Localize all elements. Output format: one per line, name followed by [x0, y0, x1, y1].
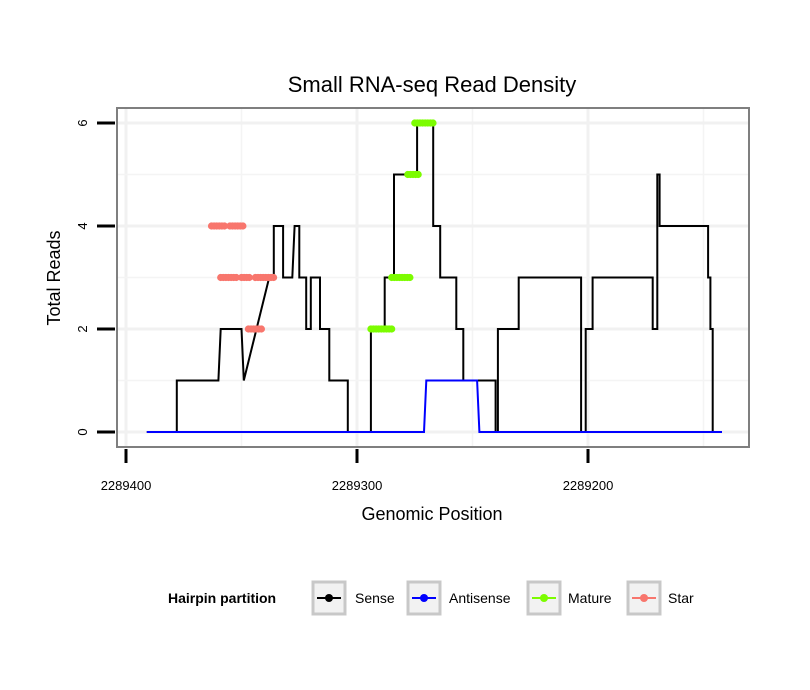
- legend-key-point: [540, 594, 548, 602]
- sense-series-line: [146, 122, 722, 433]
- x-tick-label: 2289200: [563, 478, 614, 493]
- mature-point: [414, 170, 422, 179]
- star-point: [232, 273, 240, 282]
- x-tick-label: 2289400: [101, 478, 152, 493]
- antisense-series-line: [146, 379, 722, 433]
- plot-panel-border: [116, 107, 750, 448]
- star-point: [220, 222, 229, 230]
- legend-label: Antisense: [449, 590, 511, 606]
- legend-item-star: Star: [626, 580, 694, 616]
- legend-label: Mature: [568, 590, 612, 606]
- x-tick-label: 2289300: [332, 478, 383, 493]
- legend-item-antisense: Antisense: [406, 580, 511, 616]
- y-tick-label: 2: [75, 325, 90, 332]
- y-axis-title: Total Reads: [44, 230, 64, 325]
- star-point: [239, 222, 247, 230]
- axis-layer: 2289400 2289300 2289200 0 2 4 6: [75, 119, 613, 493]
- legend-label: Star: [668, 590, 694, 606]
- legend-key-point: [640, 594, 648, 602]
- star-point: [245, 273, 253, 282]
- legend-item-sense: Sense: [311, 580, 395, 616]
- y-tick-label: 6: [75, 119, 90, 126]
- star-point: [270, 273, 278, 282]
- y-tick-label: 4: [75, 222, 90, 229]
- legend-label: Sense: [355, 590, 395, 606]
- legend: Hairpin partition Sense Antisense Mature St…: [168, 580, 694, 616]
- y-tick-label: 0: [75, 428, 90, 435]
- legend-key-point: [420, 594, 428, 602]
- legend-title: Hairpin partition: [168, 590, 276, 606]
- chart-title: Small RNA-seq Read Density: [288, 72, 577, 97]
- star-point: [257, 325, 265, 333]
- mature-point: [429, 119, 437, 127]
- legend-item-mature: Mature: [526, 580, 612, 616]
- x-axis-title: Genomic Position: [361, 504, 502, 524]
- series-layer: [146, 119, 722, 433]
- mature-point: [406, 273, 414, 282]
- mature-point: [388, 325, 396, 333]
- legend-key-point: [325, 594, 333, 602]
